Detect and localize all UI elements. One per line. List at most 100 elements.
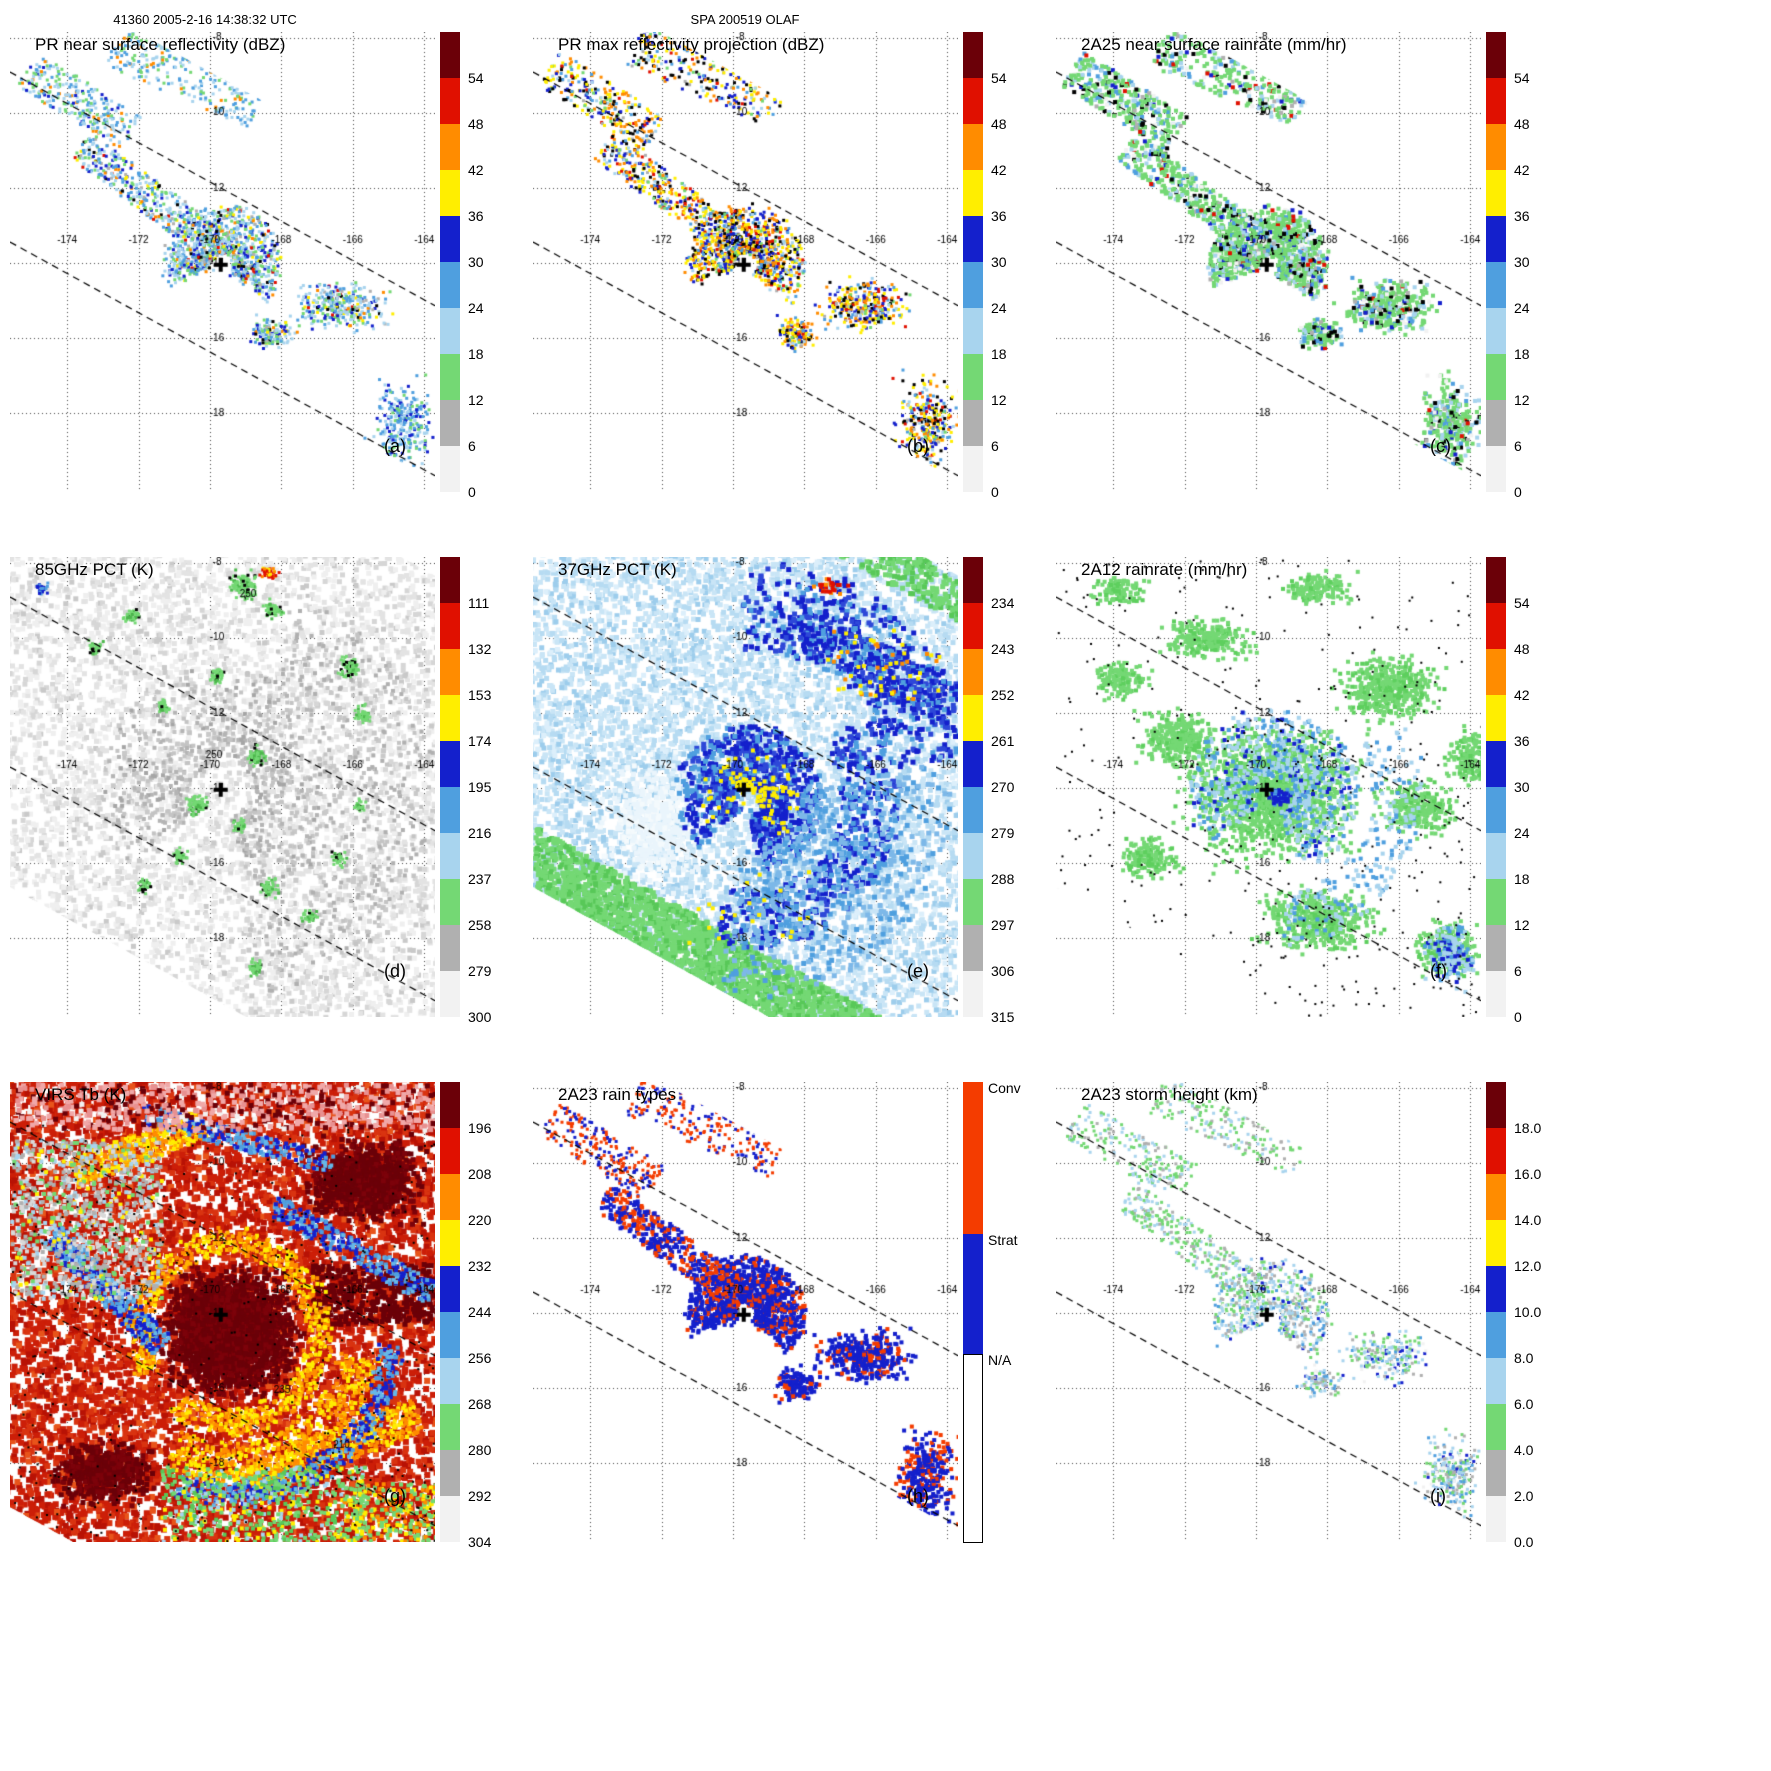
panel-c: 2A25 near surface rainrate (mm/hr) (c) 5… bbox=[1056, 32, 1576, 537]
colorbar-segment bbox=[440, 354, 460, 400]
colorbar-tick: 0 bbox=[1514, 484, 1522, 500]
colorbar-category-label: Strat bbox=[988, 1232, 1018, 1248]
colorbar-segment bbox=[440, 262, 460, 308]
colorbar-tick: 30 bbox=[1514, 254, 1530, 270]
colorbar-tick: 36 bbox=[991, 208, 1007, 224]
colorbar-tick: 6 bbox=[991, 438, 999, 454]
colorbar-segment bbox=[440, 446, 460, 492]
colorbar-segment bbox=[963, 649, 983, 695]
colorbar-tick: 24 bbox=[1514, 825, 1530, 841]
colorbar-tick: 300 bbox=[468, 1009, 492, 1025]
colorbar-category-label: N/A bbox=[988, 1352, 1012, 1368]
panel-title: 2A25 near surface rainrate (mm/hr) bbox=[1081, 35, 1347, 54]
colorbar-tick: 132 bbox=[468, 641, 492, 657]
panel-title: PR near surface reflectivity (dBZ) bbox=[35, 35, 286, 54]
colorbar-segment bbox=[963, 78, 983, 124]
colorbar-tick: 252 bbox=[991, 687, 1015, 703]
colorbar-tick: 18.0 bbox=[1514, 1120, 1542, 1136]
colorbar-tick: 6 bbox=[1514, 438, 1522, 454]
map-canvas-b bbox=[533, 32, 958, 492]
colorbar-tick: 0 bbox=[991, 484, 999, 500]
colorbar-tick: 292 bbox=[468, 1488, 492, 1504]
colorbar-tick: 0 bbox=[468, 484, 476, 500]
panel-index-label: (i) bbox=[1430, 1486, 1446, 1506]
colorbar-tick: 24 bbox=[1514, 300, 1530, 316]
colorbar-tick: 48 bbox=[991, 116, 1007, 132]
colorbar-segment bbox=[1486, 1220, 1506, 1266]
colorbar-segment bbox=[1486, 1128, 1506, 1174]
header-storm-id: SPA 200519 OLAF bbox=[690, 12, 800, 27]
colorbar-tick: 4.0 bbox=[1514, 1442, 1534, 1458]
colorbar-tick: 54 bbox=[1514, 595, 1530, 611]
colorbar-segment bbox=[440, 1266, 460, 1312]
colorbar-tick: 220 bbox=[468, 1212, 492, 1228]
colorbar-tick: 14.0 bbox=[1514, 1212, 1542, 1228]
colorbar-segment bbox=[963, 1082, 983, 1234]
colorbar-segment bbox=[963, 787, 983, 833]
colorbar-tick: 16.0 bbox=[1514, 1166, 1542, 1182]
colorbar-segment bbox=[1486, 833, 1506, 879]
colorbar-tick: 18 bbox=[1514, 346, 1530, 362]
colorbar-segment bbox=[1486, 32, 1506, 78]
panel-title: PR max reflectivity projection (dBZ) bbox=[558, 35, 825, 54]
colorbar-segment bbox=[1486, 1496, 1506, 1542]
colorbar-tick: 18 bbox=[468, 346, 484, 362]
colorbar-segment bbox=[963, 879, 983, 925]
panel-title: 2A23 storm height (km) bbox=[1081, 1085, 1258, 1104]
colorbar-c: 54 48 42 36 30 24 18 12 6 0 bbox=[1486, 32, 1576, 500]
colorbar-segment bbox=[1486, 971, 1506, 1017]
colorbar-segment bbox=[963, 925, 983, 971]
colorbar-tick: 280 bbox=[468, 1442, 492, 1458]
colorbar-segment bbox=[440, 1312, 460, 1358]
map-plot-d: 85GHz PCT (K) (d) bbox=[10, 557, 435, 1017]
colorbar-tick: 6.0 bbox=[1514, 1396, 1534, 1412]
colorbar-tick: 54 bbox=[1514, 70, 1530, 86]
map-canvas-h bbox=[533, 1082, 958, 1542]
colorbar-tick: 18 bbox=[1514, 871, 1530, 887]
colorbar-tick: 54 bbox=[991, 70, 1007, 86]
colorbar-tick: 8.0 bbox=[1514, 1350, 1534, 1366]
colorbar-tick: 174 bbox=[468, 733, 492, 749]
colorbar-segment bbox=[963, 216, 983, 262]
colorbar-tick: 270 bbox=[991, 779, 1015, 795]
colorbar-segment bbox=[1486, 925, 1506, 971]
map-plot-e: 37GHz PCT (K) (e) bbox=[533, 557, 958, 1017]
colorbar-bar bbox=[963, 557, 983, 1017]
colorbar-tick: 36 bbox=[1514, 208, 1530, 224]
panel-index-label: (c) bbox=[1430, 436, 1451, 456]
panel-title: VIRS Tb (K) bbox=[35, 1085, 127, 1104]
colorbar-tick: 153 bbox=[468, 687, 492, 703]
map-plot-b: PR max reflectivity projection (dBZ) (b) bbox=[533, 32, 958, 492]
colorbar-tick: 12 bbox=[1514, 392, 1530, 408]
colorbar-segment bbox=[1486, 1358, 1506, 1404]
colorbar-tick: 268 bbox=[468, 1396, 492, 1412]
colorbar-tick: 258 bbox=[468, 917, 492, 933]
colorbar-tick: 279 bbox=[991, 825, 1015, 841]
colorbar-segment bbox=[440, 925, 460, 971]
colorbar-tick: 42 bbox=[1514, 162, 1530, 178]
colorbar-segment bbox=[963, 695, 983, 741]
colorbar-segment bbox=[1486, 78, 1506, 124]
colorbar-tick: 315 bbox=[991, 1009, 1015, 1025]
map-canvas-g bbox=[10, 1082, 435, 1542]
colorbar-tick: 244 bbox=[468, 1304, 492, 1320]
colorbar-segment bbox=[1486, 603, 1506, 649]
colorbar-tick: 42 bbox=[1514, 687, 1530, 703]
colorbar-segment bbox=[440, 216, 460, 262]
colorbar-segment bbox=[440, 78, 460, 124]
colorbar-bar bbox=[440, 1082, 460, 1542]
panel-title: 2A12 rainrate (mm/hr) bbox=[1081, 560, 1248, 579]
colorbar-g: 196 208 220 232 244 256 268 280 292 304 bbox=[440, 1082, 530, 1550]
colorbar-segment bbox=[440, 1404, 460, 1450]
colorbar-segment bbox=[1486, 1266, 1506, 1312]
colorbar-segment bbox=[440, 32, 460, 78]
colorbar-tick: 216 bbox=[468, 825, 492, 841]
colorbar-segment bbox=[1486, 446, 1506, 492]
panel-index-label: (h) bbox=[907, 1486, 929, 1506]
colorbar-segment bbox=[1486, 308, 1506, 354]
colorbar-segment bbox=[440, 603, 460, 649]
colorbar-segment bbox=[1486, 400, 1506, 446]
map-canvas-e bbox=[533, 557, 958, 1017]
colorbar-tick: 30 bbox=[1514, 779, 1530, 795]
colorbar-segment bbox=[440, 879, 460, 925]
